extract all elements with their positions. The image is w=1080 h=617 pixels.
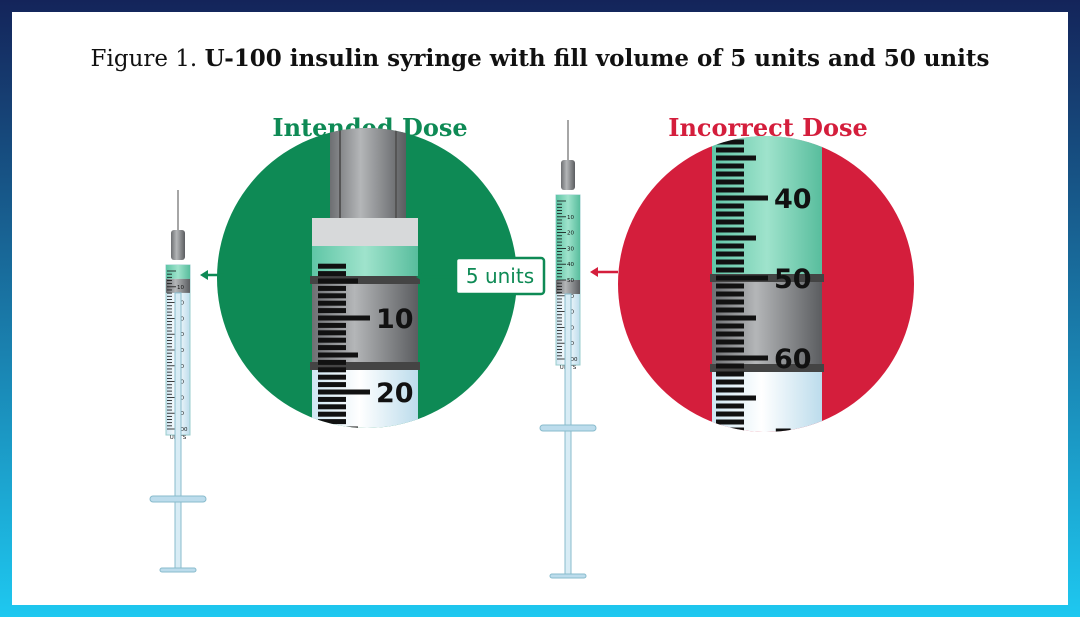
tick bbox=[716, 347, 744, 353]
tick bbox=[318, 404, 346, 410]
tick bbox=[716, 371, 744, 377]
tick bbox=[716, 267, 744, 273]
tick bbox=[716, 155, 756, 161]
hub bbox=[561, 160, 575, 190]
syringe: 102030405060708090100UNITS bbox=[149, 190, 207, 573]
tick bbox=[716, 299, 744, 305]
tick bbox=[318, 330, 346, 336]
tick bbox=[716, 323, 744, 329]
zoom: 40 50 60 70 bbox=[710, 136, 824, 455]
tick bbox=[318, 345, 346, 351]
scale-label: 70 bbox=[774, 424, 812, 455]
title-prefix: Figure 1. bbox=[91, 46, 198, 72]
tick bbox=[318, 382, 346, 388]
thumb bbox=[549, 573, 587, 579]
tick bbox=[318, 419, 346, 425]
tick bbox=[318, 271, 346, 277]
tick bbox=[716, 307, 744, 313]
tick bbox=[716, 203, 744, 209]
tick bbox=[318, 285, 346, 291]
tick bbox=[318, 367, 346, 373]
tick bbox=[318, 308, 346, 314]
tick bbox=[318, 411, 346, 417]
flange bbox=[149, 495, 207, 503]
thumb bbox=[159, 567, 197, 573]
title-text: U-100 insulin syringe with fill volume o… bbox=[205, 45, 990, 72]
tick bbox=[716, 331, 744, 337]
tick bbox=[716, 163, 744, 169]
tick bbox=[716, 403, 744, 409]
tick bbox=[716, 283, 744, 289]
scale-label: 20 bbox=[567, 231, 574, 237]
arrowhead bbox=[416, 272, 424, 282]
scale-label: 40 bbox=[567, 262, 574, 268]
tick bbox=[318, 278, 358, 284]
stopper bbox=[166, 278, 190, 293]
scale-label: 10 bbox=[376, 304, 414, 335]
scale-label: 10 bbox=[177, 285, 184, 291]
tick bbox=[716, 259, 744, 265]
tick bbox=[716, 139, 744, 145]
dose bbox=[166, 265, 190, 279]
zoom: 10 20 bbox=[310, 128, 420, 428]
tick bbox=[318, 300, 346, 306]
tick bbox=[318, 396, 346, 402]
dose bbox=[556, 195, 580, 280]
tick bbox=[318, 293, 346, 299]
tick bbox=[318, 374, 346, 380]
tick bbox=[716, 187, 744, 193]
tick bbox=[716, 251, 744, 257]
tick bbox=[716, 275, 768, 281]
scale-label: 20 bbox=[376, 378, 414, 409]
hub bbox=[171, 230, 185, 260]
scale-label: 100 bbox=[567, 357, 578, 363]
scale-label: 100 bbox=[177, 427, 188, 433]
flange bbox=[539, 424, 597, 432]
tick bbox=[716, 355, 768, 361]
callout: 5 units bbox=[466, 264, 534, 288]
tick bbox=[716, 179, 744, 185]
scale-label: 40 bbox=[774, 184, 812, 215]
tick bbox=[716, 411, 744, 417]
title: Figure 1. U-100 insulin syringe with fil… bbox=[91, 45, 990, 72]
tick bbox=[716, 243, 744, 249]
tick bbox=[716, 147, 744, 153]
tick bbox=[716, 339, 744, 345]
rod bbox=[174, 292, 182, 571]
tick bbox=[318, 389, 370, 395]
tick bbox=[318, 322, 346, 328]
tick bbox=[716, 211, 744, 217]
tick bbox=[716, 195, 768, 201]
tick bbox=[716, 315, 756, 321]
tick bbox=[716, 419, 744, 425]
tick bbox=[318, 315, 370, 321]
tick bbox=[716, 395, 756, 401]
tick bbox=[716, 379, 744, 385]
scale-label: 50 bbox=[567, 278, 574, 284]
scale-label: 30 bbox=[567, 246, 574, 252]
tick bbox=[318, 359, 346, 365]
tick bbox=[716, 227, 744, 233]
tick bbox=[318, 337, 346, 343]
tick bbox=[716, 219, 744, 225]
scale-label: 10 bbox=[567, 215, 574, 221]
tick bbox=[716, 387, 744, 393]
tick bbox=[716, 291, 744, 297]
scale-label: 50 bbox=[774, 264, 812, 295]
callout-box bbox=[454, 256, 546, 296]
tick bbox=[716, 171, 744, 177]
tick bbox=[716, 363, 744, 369]
tick bbox=[318, 352, 358, 358]
tick bbox=[318, 263, 346, 269]
tick bbox=[716, 235, 756, 241]
rod bbox=[564, 293, 572, 577]
arrowhead bbox=[200, 270, 208, 280]
syringe: 102030405060708090100UNITS bbox=[539, 120, 597, 579]
arrowhead bbox=[590, 267, 598, 277]
scale-label: 60 bbox=[774, 344, 812, 375]
